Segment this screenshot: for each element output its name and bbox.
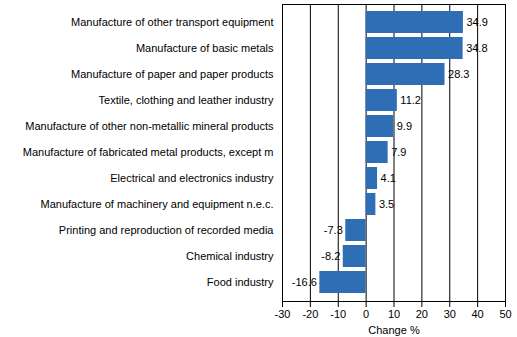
svg-text:7.9: 7.9 (391, 146, 406, 158)
svg-text:Manufacture of basic metals: Manufacture of basic metals (136, 42, 274, 54)
svg-text:Printing and reproduction of r: Printing and reproduction of recorded me… (59, 224, 275, 236)
svg-text:Electrical and electronics ind: Electrical and electronics industry (110, 172, 274, 184)
svg-text:9.9: 9.9 (397, 120, 412, 132)
svg-text:11.2: 11.2 (400, 94, 421, 106)
svg-text:34.9: 34.9 (466, 16, 487, 28)
svg-text:Manufacture of other non-metal: Manufacture of other non-metallic minera… (25, 120, 274, 132)
svg-text:20: 20 (416, 308, 428, 320)
svg-text:-10: -10 (330, 308, 346, 320)
svg-text:Manufacture of paper and paper: Manufacture of paper and paper products (71, 68, 274, 80)
svg-text:Food industry: Food industry (207, 276, 274, 288)
svg-text:-8.2: -8.2 (321, 250, 340, 262)
svg-text:Textile, clothing and leather: Textile, clothing and leather industry (99, 94, 274, 106)
svg-text:Manufacture of fabricated meta: Manufacture of fabricated metal products… (23, 146, 274, 158)
svg-text:50: 50 (499, 308, 511, 320)
svg-text:Manufacture of machinery and e: Manufacture of machinery and equipment n… (41, 198, 274, 210)
svg-text:4.1: 4.1 (381, 172, 396, 184)
svg-text:-7.3: -7.3 (324, 224, 343, 236)
svg-text:-16.6: -16.6 (292, 276, 317, 288)
svg-text:40: 40 (472, 308, 484, 320)
svg-text:-20: -20 (302, 308, 318, 320)
svg-text:0: 0 (363, 308, 369, 320)
svg-text:Manufacture of other transport: Manufacture of other transport equipment (71, 16, 273, 28)
svg-text:34.8: 34.8 (466, 42, 487, 54)
svg-text:3.5: 3.5 (379, 198, 394, 210)
svg-text:10: 10 (388, 308, 400, 320)
svg-text:28.3: 28.3 (448, 68, 469, 80)
svg-text:-30: -30 (275, 308, 291, 320)
svg-text:Chemical industry: Chemical industry (186, 250, 274, 262)
svg-text:30: 30 (444, 308, 456, 320)
svg-text:Change %: Change % (368, 324, 420, 336)
